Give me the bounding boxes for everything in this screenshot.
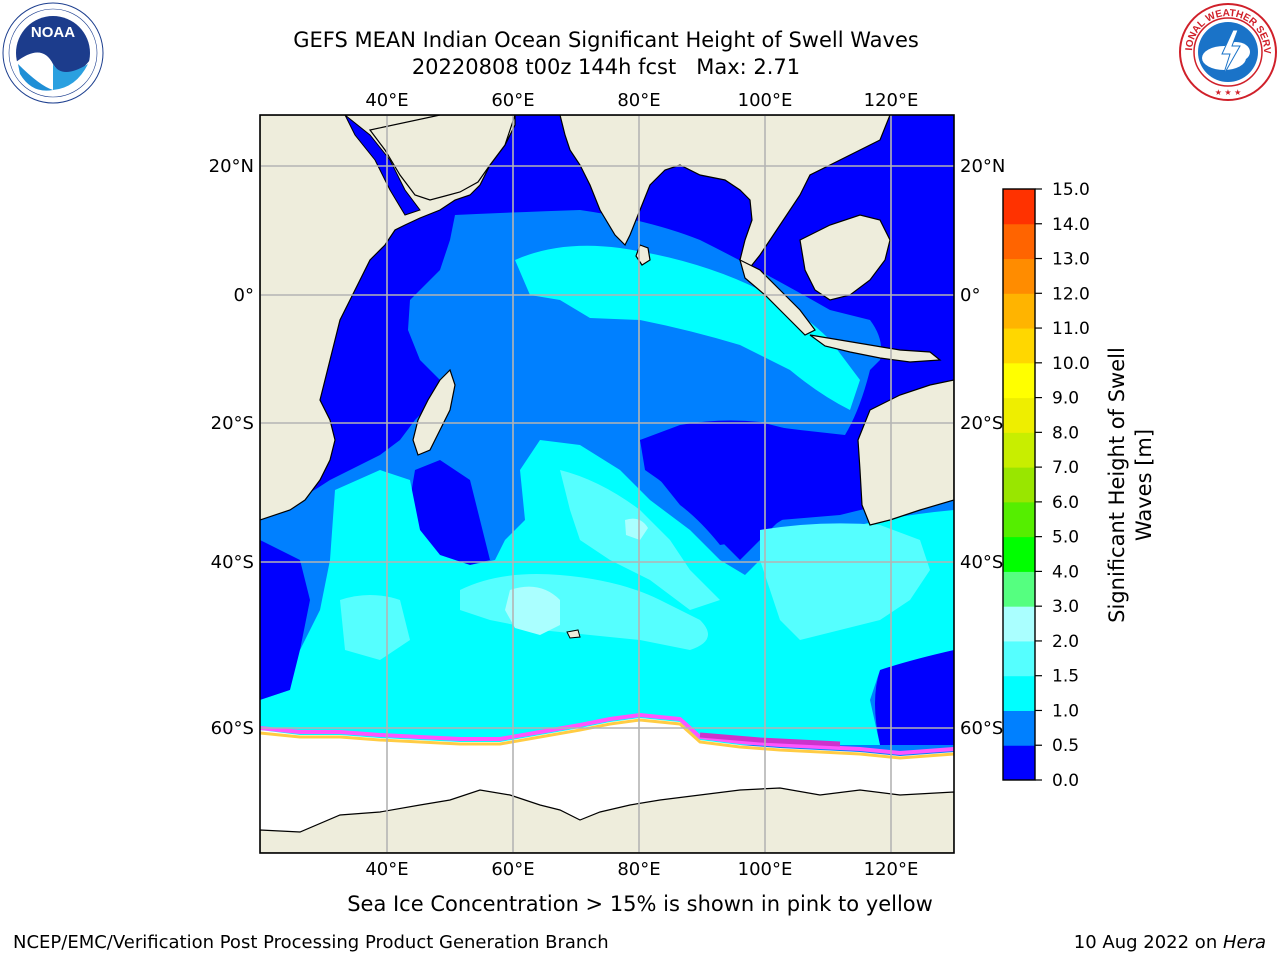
colorbar-frame — [1002, 188, 1036, 781]
ocean-swell-2.0-3.0-small-patch — [625, 518, 648, 540]
colorbar-segment — [1003, 328, 1035, 364]
lat-label-left: 20°N — [209, 156, 254, 177]
lat-label-right: 20°N — [960, 156, 1005, 177]
footer-credit: NCEP/EMC/Verification Post Processing Pr… — [13, 932, 609, 953]
colorbar-tick-label: 11.0 — [1052, 319, 1090, 339]
colorbar-tick-label: 13.0 — [1052, 250, 1090, 270]
colorbar-segment — [1003, 606, 1035, 642]
land-antarctica — [260, 787, 954, 853]
land-kerguelen — [566, 629, 581, 639]
colorbar: 0.0 0.5 1.0 1.5 2.0 3.0 4.0 5.0 6.0 7.0 8.0 9.0 10.0… — [1003, 180, 1090, 791]
colorbar-segment — [1003, 189, 1035, 225]
colorbar-tick-label: 0.0 — [1052, 771, 1079, 791]
ocean-swell-low-patch — [640, 420, 860, 545]
colorbar-segment — [1003, 258, 1035, 294]
sea-ice-edge-pink — [260, 712, 954, 756]
colorbar-tick-label: 15.0 — [1052, 180, 1090, 200]
national-weather-service-logo: NATIONAL WEATHER SERVICE ★ ★ ★ — [1178, 2, 1277, 101]
colorbar-segment — [1003, 536, 1035, 572]
colorbar-tick-label: 0.5 — [1052, 736, 1079, 756]
ocean-swell-low-patch-southeast — [875, 640, 954, 745]
colorbar-segment — [1003, 710, 1035, 746]
ocean-swell-2.0-3.0-max-patch — [505, 586, 560, 635]
colorbar-segment — [1003, 362, 1035, 399]
lon-label-top: 120°E — [864, 90, 919, 111]
lat-label-right: 20°S — [960, 413, 1003, 434]
nws-stars: ★ ★ ★ — [1215, 88, 1242, 97]
land-india-seasia — [559, 115, 891, 271]
lon-label-bottom: 80°E — [617, 859, 660, 880]
lat-label-right: 40°S — [960, 552, 1003, 573]
footer-date-text: 10 Aug 2022 on — [1073, 932, 1223, 953]
colorbar-tick-label: 1.5 — [1052, 667, 1079, 687]
sea-ice-caption-text: Sea Ice Concentration > 15% is shown in … — [347, 892, 933, 916]
colorbar-tick-label: 5.0 — [1052, 528, 1079, 548]
land-borneo — [799, 214, 891, 301]
lon-label-bottom: 120°E — [864, 859, 919, 880]
colorbar-segment — [1003, 432, 1035, 468]
colorbar-tick-label: 3.0 — [1052, 597, 1079, 617]
land-australia — [857, 379, 954, 526]
lat-label-left: 20°S — [211, 413, 254, 434]
colorbar-tick-label: 12.0 — [1052, 284, 1090, 304]
ocean-swell-1.5-2.0-patch-southwest — [340, 595, 410, 660]
colorbar-tick-label: 9.0 — [1052, 389, 1079, 409]
land-java — [809, 334, 942, 363]
sea-ice-caption: Sea Ice Concentration > 15% is shown in … — [0, 891, 1280, 917]
lon-label-top: 80°E — [617, 90, 660, 111]
colorbar-tick-label: 4.0 — [1052, 562, 1079, 582]
lat-label-right: 0° — [960, 285, 980, 306]
map-frame — [259, 114, 955, 854]
colorbar-segment — [1003, 675, 1035, 711]
lat-label-right: 60°S — [960, 718, 1003, 739]
ocean-swell-1.5-2.0-patch-east — [760, 523, 930, 640]
land-sumatra — [739, 258, 816, 336]
colorbar-title-line1: Significant Height of Swell — [1105, 347, 1129, 623]
colorbar-segment — [1003, 223, 1035, 260]
colorbar-tick-label: 2.0 — [1052, 632, 1079, 652]
colorbar-segment — [1003, 640, 1035, 677]
noaa-logo: NOAA — [2, 2, 104, 104]
lon-label-bottom: 60°E — [491, 859, 534, 880]
colorbar-segment — [1003, 467, 1035, 503]
chart-title: GEFS MEAN Indian Ocean Significant Heigh… — [293, 28, 919, 52]
map-gridlines — [260, 115, 954, 853]
lat-label-left: 0° — [234, 285, 254, 306]
land-arabia — [368, 115, 516, 201]
colorbar-segment — [1003, 571, 1035, 607]
colorbar-tick-label: 1.0 — [1052, 701, 1079, 721]
noaa-logo-text: NOAA — [31, 24, 75, 41]
colorbar-segment — [1003, 293, 1035, 329]
colorbar-tick-label: 7.0 — [1052, 458, 1079, 478]
sea-ice-edge-yellow — [260, 718, 954, 760]
colorbar-segment — [1003, 745, 1035, 781]
lon-label-top: 100°E — [738, 90, 793, 111]
red-sea — [344, 115, 421, 216]
ocean-swell-low-patch-madagascar — [410, 460, 490, 565]
colorbar-title-line2: Waves [m] — [1132, 429, 1156, 541]
chart-subtitle: 20220808 t00z 144h fcst Max: 2.71 — [411, 55, 801, 79]
colorbar-segment — [1003, 397, 1035, 433]
colorbar-tick-label: 14.0 — [1052, 215, 1090, 235]
colorbar-tick-label: 10.0 — [1052, 354, 1090, 374]
lon-label-top: 60°E — [491, 90, 534, 111]
lat-label-left: 60°S — [211, 718, 254, 739]
colorbar-segment — [1003, 501, 1035, 538]
sea-ice-edge-dense — [699, 732, 841, 747]
footer-host: Hera — [1222, 932, 1266, 953]
lon-label-bottom: 100°E — [738, 859, 793, 880]
land — [260, 115, 954, 853]
lon-label-top: 40°E — [365, 90, 408, 111]
colorbar-tick-label: 6.0 — [1052, 493, 1079, 513]
lon-label-bottom: 40°E — [365, 859, 408, 880]
ocean-swell-1.0-1.5-equatorial — [515, 245, 860, 410]
lat-label-left: 40°S — [211, 552, 254, 573]
land-madagascar — [412, 368, 456, 456]
footer-date: 10 Aug 2022 on Hera — [1074, 932, 1266, 954]
colorbar-tick-label: 8.0 — [1052, 423, 1079, 443]
